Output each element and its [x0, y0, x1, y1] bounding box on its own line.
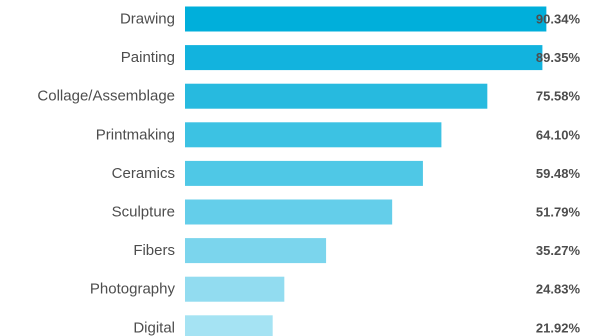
bar-row: Ceramics 59.48% [112, 160, 581, 186]
bar-row: Printmaking 64.10% [96, 122, 581, 148]
category-label: Photography [90, 281, 176, 298]
category-label: Collage/Assemblage [37, 88, 175, 105]
bar-row: Digital 21.92% [133, 315, 580, 336]
bar-row: Collage/Assemblage 75.58% [37, 83, 581, 109]
bar-row: Painting 89.35% [121, 45, 581, 71]
bar-row: Photography 24.83% [90, 276, 581, 302]
bar [185, 160, 423, 186]
value-label: 90.34% [536, 12, 581, 27]
category-label: Drawing [120, 11, 175, 28]
category-label: Fibers [133, 242, 175, 259]
category-label: Printmaking [96, 126, 175, 143]
bar [185, 6, 547, 32]
bar-row: Drawing 90.34% [120, 6, 581, 32]
bar [185, 45, 543, 71]
bar [185, 238, 327, 264]
bar [185, 199, 393, 225]
value-label: 89.35% [536, 50, 581, 65]
value-label: 21.92% [536, 320, 581, 335]
category-label: Painting [121, 49, 175, 66]
bar [185, 83, 488, 109]
category-label: Digital [133, 319, 175, 336]
value-label: 24.83% [536, 282, 581, 297]
category-label: Ceramics [112, 165, 175, 182]
value-label: 59.48% [536, 166, 581, 181]
bar-row: Fibers 35.27% [133, 238, 581, 264]
category-label: Sculpture [112, 204, 175, 221]
bar-row: Sculpture 51.79% [112, 199, 581, 225]
bar [185, 315, 273, 336]
value-label: 64.10% [536, 127, 581, 142]
value-label: 75.58% [536, 89, 581, 104]
bar [185, 276, 285, 302]
bar [185, 122, 442, 148]
value-label: 35.27% [536, 243, 581, 258]
value-label: 51.79% [536, 205, 581, 220]
